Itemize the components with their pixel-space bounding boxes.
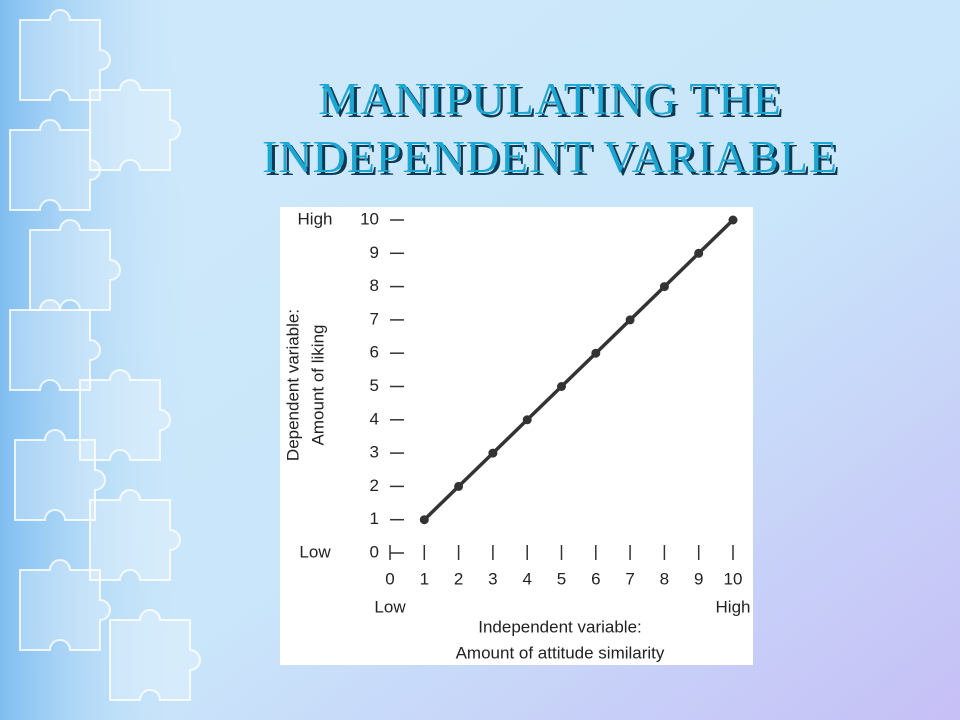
x-tick-label: 6 [591, 569, 600, 588]
y-tick-label: 10 [360, 209, 379, 228]
y-end-label: Low [299, 542, 331, 561]
title-line: INDEPENDENT VARIABLE [262, 131, 838, 182]
y-tick-label: 8 [370, 276, 379, 295]
y-tick-label: 5 [370, 376, 379, 395]
y-end-label: High [298, 209, 333, 228]
title-line: MANIPULATING THE [318, 73, 782, 124]
y-tick-label: 2 [370, 476, 379, 495]
x-tick-label: 8 [660, 569, 669, 588]
chart-panel [280, 207, 753, 665]
y-tick-label: 0 [370, 542, 379, 561]
x-tick-label: 3 [488, 569, 497, 588]
y-tick-label: 3 [370, 443, 379, 462]
x-end-label: High [716, 597, 751, 616]
data-point [419, 515, 429, 525]
data-point [488, 448, 498, 458]
x-axis-label: Amount of attitude similarity [456, 643, 665, 662]
x-axis-label: Independent variable: [478, 617, 642, 636]
data-point [625, 315, 635, 325]
y-tick-label: 4 [370, 409, 379, 428]
x-tick-label: 10 [724, 569, 743, 588]
puzzle-decoration [9, 9, 201, 701]
x-tick-label: 9 [694, 569, 703, 588]
x-tick-label: 1 [420, 569, 429, 588]
x-tick-label: 0 [385, 569, 394, 588]
y-axis-label: Dependent variable: [283, 309, 302, 461]
title-shadow: INDEPENDENT VARIABLE [265, 134, 841, 185]
x-tick-label: 7 [625, 569, 634, 588]
data-point [728, 215, 738, 225]
x-tick-label: 4 [522, 569, 531, 588]
plot: 0 1 2 3 4 5 6 7 8 9 10 0 1 2 3 4 5 6 7 8 9 10 High Low Low High In… [283, 209, 750, 662]
x-tick-label: 5 [557, 569, 566, 588]
y-tick-label: 9 [370, 243, 379, 262]
data-point [454, 481, 464, 491]
y-tick-label: 1 [370, 509, 379, 528]
data-point [522, 415, 532, 425]
x-end-label: Low [374, 597, 406, 616]
data-point [591, 348, 601, 358]
y-axis-label: Amount of liking [308, 325, 327, 446]
data-point [557, 382, 566, 391]
x-tick-label: 2 [454, 569, 463, 588]
title-shadow: MANIPULATING THE [321, 76, 785, 127]
data-point [659, 282, 669, 292]
data-line [423, 218, 735, 521]
data-point [694, 248, 704, 258]
y-tick-label: 6 [370, 343, 379, 362]
y-tick-label: 7 [370, 309, 379, 328]
